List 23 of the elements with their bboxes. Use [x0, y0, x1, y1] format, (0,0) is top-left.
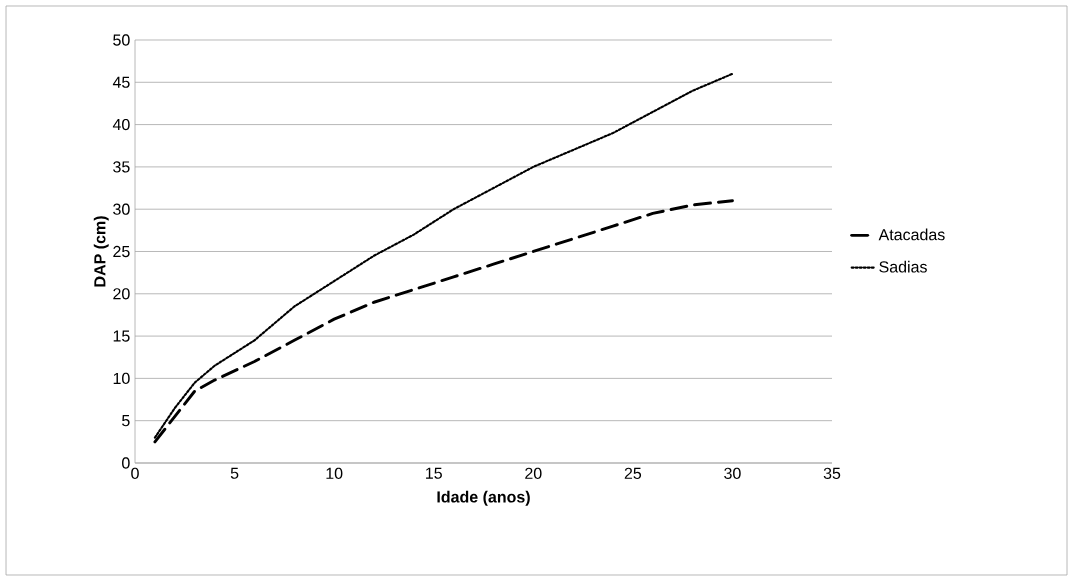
y-tick-label: 30 — [113, 203, 130, 215]
x-tick-label: 20 — [525, 467, 542, 480]
y-tick-label: 40 — [112, 118, 130, 131]
x-tick-label: 5 — [230, 467, 239, 479]
y-tick-label: 50 — [113, 34, 130, 46]
y-tick-label: 5 — [122, 415, 130, 427]
y-tick-label: 10 — [113, 372, 130, 385]
y-tick-label: 20 — [113, 288, 130, 300]
y-tick-label: 15 — [113, 330, 130, 342]
y-axis-title: DAP (cm) — [93, 216, 109, 287]
x-tick-label: 15 — [426, 467, 442, 479]
legend-label: Atacadas — [878, 228, 945, 241]
x-axis-title: Idade (anos) — [437, 490, 530, 506]
y-tick-label: 0 — [122, 457, 130, 469]
x-tick-label: 10 — [326, 467, 343, 480]
y-tick-label: 25 — [113, 245, 130, 258]
x-tick-label: 0 — [131, 467, 139, 480]
x-tick-label: 35 — [823, 467, 841, 480]
y-tick-label: 45 — [112, 76, 130, 88]
y-tick-label: 35 — [113, 161, 130, 173]
legend-label: Sadias — [879, 260, 927, 273]
x-tick-label: 25 — [624, 467, 642, 480]
x-tick-label: 30 — [724, 467, 741, 480]
